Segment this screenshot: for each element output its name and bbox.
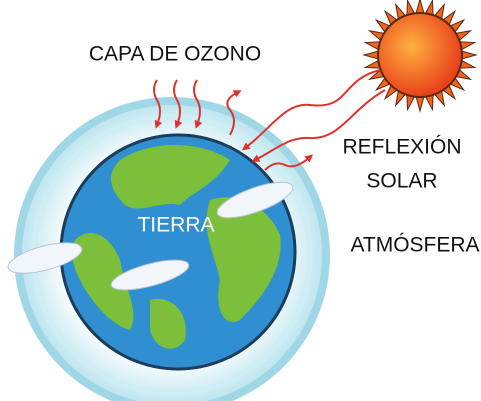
reflection-label: SOLAR (366, 170, 437, 193)
atmosphere-label: ATMÓSFERA (350, 234, 479, 257)
sun-disc (378, 13, 462, 97)
diagram: CAPA DE OZONO REFLEXIÓN SOLAR ATMÓSFERA … (0, 0, 481, 401)
page: CAPA DE OZONO REFLEXIÓN SOLAR ATMÓSFERA … (0, 0, 481, 401)
sun (364, 0, 476, 111)
ozone-label: CAPA DE OZONO (89, 43, 261, 66)
reflection-label: REFLEXIÓN (342, 136, 461, 159)
earth-label: TIERRA (137, 214, 214, 237)
